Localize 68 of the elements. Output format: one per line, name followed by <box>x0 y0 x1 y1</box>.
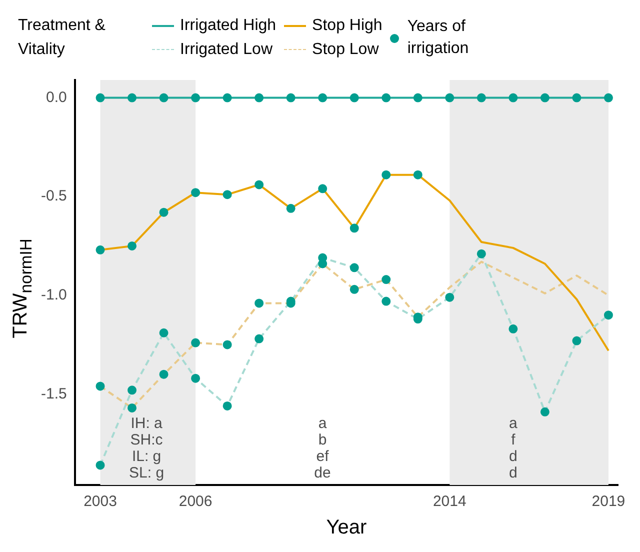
x-tick-label: 2003 <box>84 493 117 510</box>
annotation: IH: a SH:c IL: g SL: g <box>129 414 164 482</box>
point <box>128 93 137 102</box>
point <box>572 93 582 102</box>
point <box>191 188 200 198</box>
point <box>508 324 518 334</box>
point <box>96 93 105 102</box>
point <box>318 93 328 102</box>
y-tick-label: -1.0 <box>40 286 67 304</box>
point <box>254 93 264 102</box>
point <box>159 93 168 102</box>
point <box>350 224 359 233</box>
point <box>413 93 422 102</box>
point <box>382 93 391 102</box>
annotation: a b ef de <box>314 414 331 482</box>
point <box>350 284 359 294</box>
point <box>159 208 168 217</box>
point <box>572 336 582 346</box>
point <box>508 93 518 102</box>
point <box>445 292 454 302</box>
point <box>128 403 137 412</box>
point <box>191 338 200 348</box>
point <box>96 460 105 470</box>
point <box>604 310 613 320</box>
point <box>222 93 232 102</box>
point <box>350 93 359 102</box>
y-tick-label: -0.5 <box>40 188 67 205</box>
y-tick-label: 0.0 <box>46 88 67 106</box>
point <box>159 370 168 379</box>
annotation: a f d d <box>509 414 518 482</box>
point <box>222 190 232 200</box>
point <box>128 241 137 250</box>
legend-label: Irrigated Low <box>179 40 274 60</box>
point <box>96 382 105 391</box>
point <box>540 407 550 416</box>
point <box>128 386 137 395</box>
legend-label: Years of irrigation <box>407 17 470 59</box>
point <box>540 93 550 102</box>
point <box>350 263 359 272</box>
point <box>476 249 486 258</box>
point <box>382 275 391 284</box>
point <box>222 340 232 350</box>
point <box>382 296 391 306</box>
x-tick-label: 2014 <box>432 493 466 510</box>
point <box>318 184 328 194</box>
point <box>254 298 264 308</box>
point <box>476 93 486 102</box>
point <box>222 401 232 410</box>
legend-title: Treatment & Vitality <box>18 16 106 60</box>
legend-label: Irrigated High <box>179 16 276 36</box>
x-tick-label: 2019 <box>592 493 626 510</box>
point <box>191 374 200 383</box>
point <box>413 170 422 180</box>
x-axis-title: Year <box>326 516 367 539</box>
x-tick-label: 2006 <box>178 493 212 510</box>
point <box>604 93 613 102</box>
y-tick-label: -1.5 <box>40 385 67 402</box>
point <box>286 204 296 213</box>
point <box>191 93 200 102</box>
legend-label: Stop Low <box>311 40 380 60</box>
point <box>159 328 168 338</box>
legend-label: Stop High <box>311 16 382 36</box>
point <box>96 245 105 254</box>
point <box>382 170 391 180</box>
point <box>286 93 296 102</box>
point <box>445 93 454 102</box>
point <box>254 180 264 190</box>
point <box>254 334 264 344</box>
